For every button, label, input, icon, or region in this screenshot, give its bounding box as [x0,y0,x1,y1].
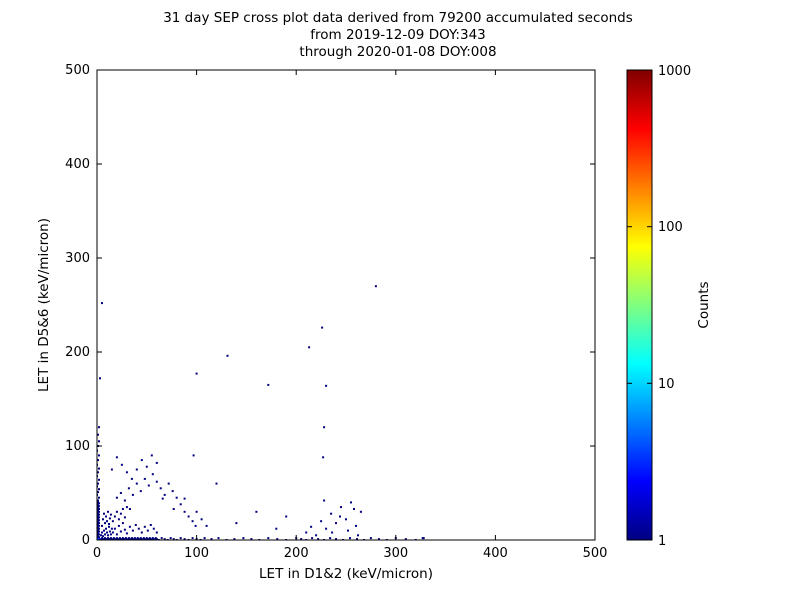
x-tick-label: 400 [483,546,508,561]
chart-title-line-2: from 2019-12-09 DOY:343 [310,27,486,43]
y-axis-label: LET in D5&6 (keV/micron) [36,218,52,392]
x-tick-label: 300 [383,546,408,561]
x-axis-label: LET in D1&2 (keV/micron) [259,566,433,582]
y-tick-label: 400 [65,157,90,172]
colorbar-tick-label: 100 [658,220,683,235]
x-tick-label: 0 [93,546,101,561]
y-axis-ticks [97,69,595,541]
chart-title-line-1: 31 day SEP cross plot data derived from … [163,10,633,26]
colorbar [627,70,652,540]
colorbar-tick-label: 10 [658,377,675,392]
y-tick-label: 300 [65,251,90,266]
plot-area-border [96,69,596,541]
y-tick-label: 100 [65,439,90,454]
y-tick-label: 200 [65,345,90,360]
chart-title-line-3: through 2020-01-08 DOY:008 [299,44,496,60]
colorbar-tick-label: 1000 [658,64,691,79]
scatter-points [97,285,425,540]
colorbar-tick-label: 1 [658,534,666,549]
y-tick-label: 500 [65,63,90,78]
x-tick-label: 100 [184,546,209,561]
colorbar-ticks [627,69,652,541]
colorbar-label: Counts [696,281,712,328]
x-tick-label: 200 [284,546,309,561]
colorbar-border [626,69,653,541]
y-tick-label: 0 [82,533,90,548]
x-tick-label: 500 [583,546,608,561]
x-axis-ticks [96,70,596,540]
